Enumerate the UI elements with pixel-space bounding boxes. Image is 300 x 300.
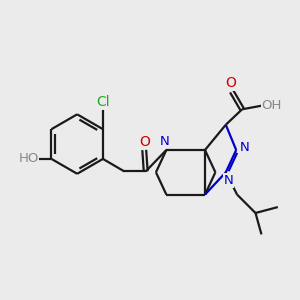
Text: Cl: Cl — [96, 94, 110, 109]
Text: N: N — [240, 141, 250, 154]
Text: O: O — [139, 135, 150, 149]
Text: N: N — [160, 135, 170, 148]
Text: HO: HO — [18, 152, 39, 165]
Text: N: N — [223, 174, 233, 187]
Text: OH: OH — [262, 99, 282, 112]
Text: O: O — [225, 76, 236, 90]
